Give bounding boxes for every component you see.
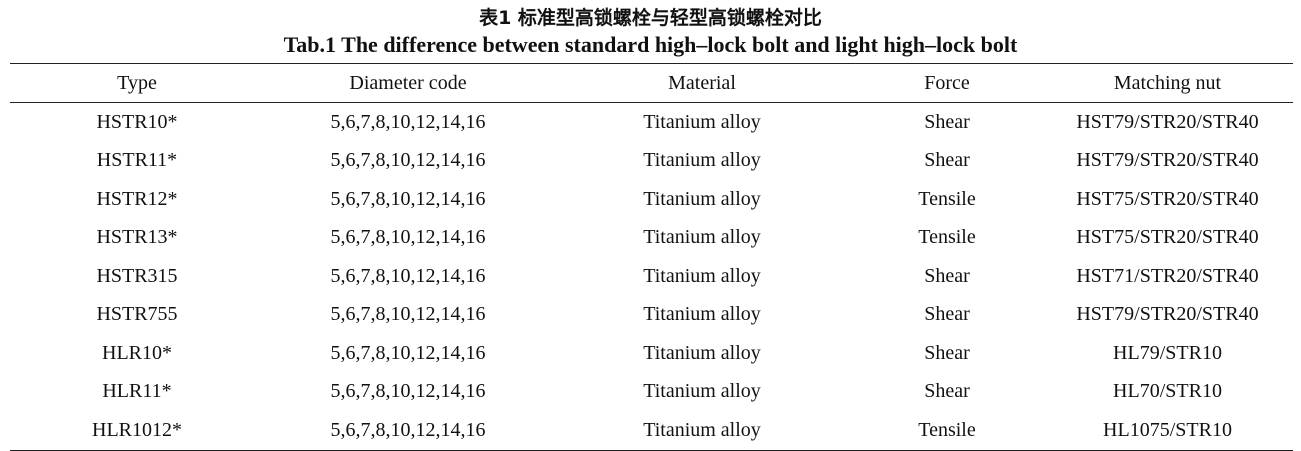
table-cell: Titanium alloy <box>643 341 761 364</box>
table-row: HSTR11* 5,6,7,8,10,12,14,16 Titanium alloy… <box>10 142 1293 181</box>
table-row: HSTR13* 5,6,7,8,10,12,14,16 Titanium alloy… <box>10 219 1293 258</box>
table-cell: HL1075/STR10 <box>1103 418 1232 441</box>
caption-en: Tab.1 The difference between standard hi… <box>283 32 1018 57</box>
table-cell: HST71/STR20/STR40 <box>1076 264 1259 287</box>
table-cell: Titanium alloy <box>643 303 761 326</box>
header-cell: Type <box>10 63 264 103</box>
table-row: HLR1012* 5,6,7,8,10,12,14,16 Titanium allo… <box>10 411 1293 450</box>
table-row: HSTR10* 5,6,7,8,10,12,14,16 Titanium alloy… <box>10 103 1293 142</box>
table-cell: Titanium alloy <box>643 380 761 403</box>
table-cell: Titanium alloy <box>643 264 761 287</box>
table-cell: Shear <box>924 264 970 287</box>
table-cell: Tensile <box>918 226 976 249</box>
table-cell: HSTR11* <box>96 149 178 172</box>
table-cell: HL70/STR10 <box>1113 380 1222 403</box>
table-cell: HSTR13* <box>96 226 178 249</box>
table-cell: HLR1012* <box>92 418 182 441</box>
table-cell: 5,6,7,8,10,12,14,16 <box>330 226 486 249</box>
table-cell: Titanium alloy <box>643 418 761 441</box>
table-cell: Tensile <box>918 187 976 210</box>
table-cell: Titanium alloy <box>643 226 761 249</box>
table-cell: 5,6,7,8,10,12,14,16 <box>330 110 486 133</box>
table-cell: Titanium alloy <box>643 187 761 210</box>
table-cell: 5,6,7,8,10,12,14,16 <box>330 341 486 364</box>
table-cell: Titanium alloy <box>643 110 761 133</box>
table-cell: Titanium alloy <box>643 149 761 172</box>
table-cell: 5,6,7,8,10,12,14,16 <box>330 264 486 287</box>
table-cell: HLR11* <box>102 380 172 403</box>
table-cell: Shear <box>924 149 970 172</box>
table-cell: Tensile <box>918 418 976 441</box>
table-cell: 5,6,7,8,10,12,14,16 <box>330 149 486 172</box>
header-cell: Force <box>852 63 1042 103</box>
table-cell: Shear <box>924 380 970 403</box>
table-row: HSTR12* 5,6,7,8,10,12,14,16 Titanium alloy… <box>10 180 1293 219</box>
table-cell: 5,6,7,8,10,12,14,16 <box>330 187 486 210</box>
table-cell: Shear <box>924 110 970 133</box>
table-cell: 5,6,7,8,10,12,14,16 <box>330 418 486 441</box>
table-cell: HSTR12* <box>96 187 178 210</box>
table-cell: 5,6,7,8,10,12,14,16 <box>330 303 486 326</box>
table-row: HLR11* 5,6,7,8,10,12,14,16 Titanium alloy S… <box>10 373 1293 412</box>
table-cell: HST79/STR20/STR40 <box>1076 149 1259 172</box>
table-cell: HL79/STR10 <box>1113 341 1222 364</box>
header-cell: Material <box>552 63 852 103</box>
header-row: Type Diameter code Material Force Matching n… <box>10 63 1293 103</box>
table-cell: HST79/STR20/STR40 <box>1076 303 1259 326</box>
table-cell: HLR10* <box>102 341 172 364</box>
table-row: HLR10* 5,6,7,8,10,12,14,16 Titanium alloy S… <box>10 334 1293 373</box>
caption-cn: 表1 标准型高锁螺栓与轻型高锁螺栓对比 <box>479 7 822 29</box>
header-cell: Matching nut <box>1042 63 1293 103</box>
table-body: HSTR10* 5,6,7,8,10,12,14,16 Titanium alloy… <box>10 103 1293 451</box>
table-row: HSTR315 5,6,7,8,10,12,14,16 Titanium alloy… <box>10 257 1293 296</box>
table-cell: HST75/STR20/STR40 <box>1076 187 1259 210</box>
table-cell: Shear <box>924 303 970 326</box>
table-cell: HSTR315 <box>96 264 178 287</box>
table: Type Diameter code Material Force Matching n… <box>10 63 1293 451</box>
table-cell: Shear <box>924 341 970 364</box>
table-cell: HSTR755 <box>96 303 178 326</box>
table-row: HSTR755 5,6,7,8,10,12,14,16 Titanium alloy… <box>10 296 1293 335</box>
table-cell: HST75/STR20/STR40 <box>1076 226 1259 249</box>
page: 表1 标准型高锁螺栓与轻型高锁螺栓对比 Tab.1 The difference… <box>10 7 1293 451</box>
table-cell: HST79/STR20/STR40 <box>1076 110 1259 133</box>
table-cell: 5,6,7,8,10,12,14,16 <box>330 380 486 403</box>
header-cell: Diameter code <box>264 63 552 103</box>
table-cell: HSTR10* <box>96 110 178 133</box>
